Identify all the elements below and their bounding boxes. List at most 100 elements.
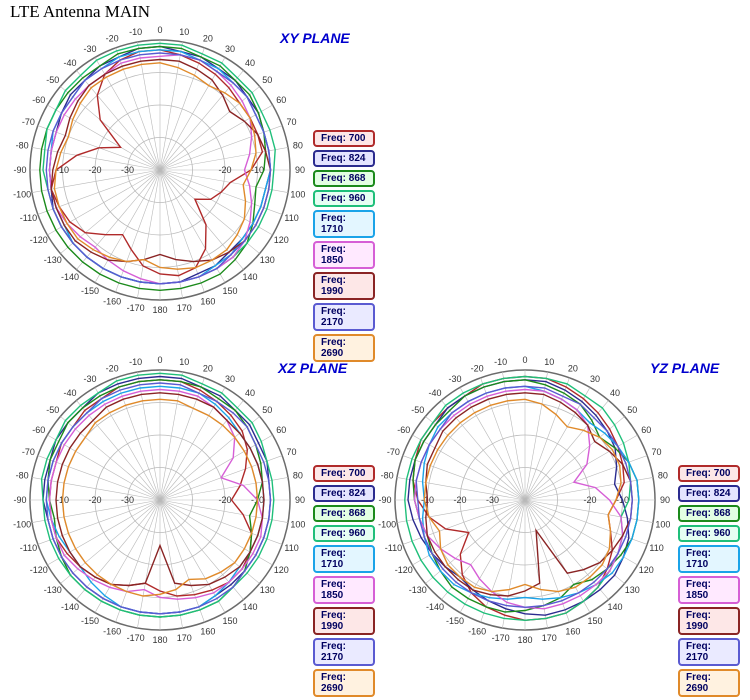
legend-item-1990: Freq: 1990 (678, 607, 740, 635)
svg-text:-110: -110 (20, 213, 37, 223)
svg-text:-110: -110 (20, 543, 37, 553)
svg-text:110: 110 (649, 543, 663, 553)
svg-text:130: 130 (260, 585, 275, 595)
svg-text:-160: -160 (103, 627, 121, 637)
legend-item-824: Freq: 824 (313, 485, 375, 502)
legend-item-700: Freq: 700 (678, 465, 740, 482)
svg-text:110: 110 (284, 543, 298, 553)
svg-text:-30: -30 (83, 44, 96, 54)
svg-text:150: 150 (222, 286, 237, 296)
svg-text:0: 0 (522, 355, 527, 365)
svg-text:90: 90 (295, 165, 305, 175)
panel-yz: 0102030405060708090100110120130140150160… (375, 350, 675, 650)
svg-text:-160: -160 (468, 627, 486, 637)
svg-text:-30: -30 (486, 495, 499, 505)
legend-item-960: Freq: 960 (678, 525, 740, 542)
svg-text:-150: -150 (81, 616, 99, 626)
svg-text:140: 140 (242, 272, 257, 282)
svg-text:-20: -20 (106, 363, 119, 373)
legend-item-1710: Freq: 1710 (313, 545, 375, 573)
svg-text:130: 130 (625, 585, 640, 595)
svg-text:-70: -70 (387, 447, 400, 457)
legend-item-824: Freq: 824 (313, 150, 375, 167)
svg-text:80: 80 (293, 141, 303, 151)
legend-xz: Freq: 700Freq: 824Freq: 868Freq: 960Freq… (313, 465, 375, 697)
svg-text:-20: -20 (106, 33, 119, 43)
svg-text:20: 20 (203, 363, 213, 373)
svg-text:30: 30 (225, 374, 235, 384)
svg-text:-120: -120 (30, 235, 48, 245)
svg-text:170: 170 (542, 633, 557, 643)
svg-text:160: 160 (565, 627, 580, 637)
svg-text:10: 10 (179, 27, 189, 37)
svg-text:20: 20 (203, 33, 213, 43)
svg-text:-20: -20 (218, 495, 231, 505)
svg-text:0: 0 (157, 25, 162, 35)
svg-text:50: 50 (627, 405, 637, 415)
svg-text:-30: -30 (448, 374, 461, 384)
svg-text:-10: -10 (129, 357, 142, 367)
svg-text:-70: -70 (22, 447, 35, 457)
legend-item-2690: Freq: 2690 (313, 334, 375, 362)
svg-text:-110: -110 (385, 543, 402, 553)
svg-text:-170: -170 (127, 303, 145, 313)
legend-xy: Freq: 700Freq: 824Freq: 868Freq: 960Freq… (313, 130, 375, 362)
svg-text:10: 10 (544, 357, 554, 367)
svg-text:-140: -140 (61, 602, 79, 612)
svg-text:100: 100 (290, 189, 305, 199)
svg-text:60: 60 (641, 425, 651, 435)
svg-text:-80: -80 (381, 471, 394, 481)
trace-700 (50, 380, 252, 596)
legend-item-1990: Freq: 1990 (313, 607, 375, 635)
svg-text:40: 40 (245, 388, 255, 398)
svg-text:140: 140 (607, 602, 622, 612)
svg-text:-80: -80 (16, 471, 29, 481)
legend-item-960: Freq: 960 (313, 190, 375, 207)
legend-item-1850: Freq: 1850 (313, 576, 375, 604)
svg-text:180: 180 (152, 635, 167, 645)
svg-text:-170: -170 (127, 633, 145, 643)
svg-text:-60: -60 (397, 425, 410, 435)
svg-text:90: 90 (660, 495, 670, 505)
legend-item-1850: Freq: 1850 (313, 241, 375, 269)
svg-text:80: 80 (658, 471, 668, 481)
legend-item-2690: Freq: 2690 (678, 669, 740, 697)
svg-text:-20: -20 (583, 495, 596, 505)
svg-text:20: 20 (568, 363, 578, 373)
svg-text:-130: -130 (44, 255, 62, 265)
legend-item-700: Freq: 700 (313, 465, 375, 482)
svg-text:60: 60 (276, 95, 286, 105)
polar-chart-xy: 0102030405060708090100110120130140150160… (10, 20, 310, 320)
svg-text:-20: -20 (218, 165, 231, 175)
svg-text:40: 40 (245, 58, 255, 68)
plane-label-xz: XZ PLANE (278, 360, 347, 376)
svg-text:-20: -20 (471, 363, 484, 373)
svg-text:-10: -10 (129, 27, 142, 37)
page-title: LTE Antenna MAIN (10, 2, 150, 22)
svg-text:70: 70 (287, 117, 297, 127)
svg-text:120: 120 (274, 235, 289, 245)
plane-label-xy: XY PLANE (280, 30, 350, 46)
svg-text:-20: -20 (453, 495, 466, 505)
svg-text:140: 140 (242, 602, 257, 612)
legend-item-868: Freq: 868 (313, 170, 375, 187)
trace-960 (42, 373, 274, 617)
svg-text:-30: -30 (121, 165, 134, 175)
svg-text:-50: -50 (46, 75, 59, 85)
svg-text:40: 40 (610, 388, 620, 398)
svg-text:-70: -70 (22, 117, 35, 127)
svg-text:-30: -30 (121, 495, 134, 505)
svg-text:0: 0 (157, 355, 162, 365)
svg-text:-50: -50 (411, 405, 424, 415)
svg-text:120: 120 (274, 565, 289, 575)
legend-item-2690: Freq: 2690 (313, 669, 375, 697)
svg-text:180: 180 (517, 635, 532, 645)
polar-chart-xz: 0102030405060708090100110120130140150160… (10, 350, 310, 650)
svg-text:100: 100 (655, 519, 670, 529)
svg-text:30: 30 (590, 374, 600, 384)
panel-xy: 0102030405060708090100110120130140150160… (10, 20, 310, 320)
svg-text:-150: -150 (81, 286, 99, 296)
svg-text:-100: -100 (13, 189, 31, 199)
svg-text:-60: -60 (32, 425, 45, 435)
svg-text:-130: -130 (44, 585, 62, 595)
